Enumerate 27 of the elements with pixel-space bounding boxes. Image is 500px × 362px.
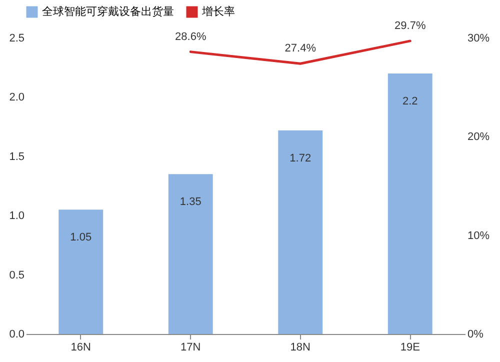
y2-tick-label: 0%: [468, 328, 484, 340]
y-tick-label: 2.5: [9, 32, 24, 44]
bar: [388, 74, 432, 334]
y2-tick-label: 10%: [468, 230, 490, 242]
data-label: 1.35: [180, 196, 202, 208]
bar: [168, 174, 213, 334]
y-tick-label: 0.0: [9, 328, 24, 340]
x-tick-label: 16N: [70, 342, 92, 354]
legend-label: 增长率: [201, 5, 235, 18]
y-tick-label: 1.0: [9, 210, 24, 222]
x-tick-label: 19E: [400, 342, 420, 354]
x-tick-label: 17N: [180, 342, 201, 354]
y-tick-label: 0.5: [9, 269, 24, 282]
data-label: 29.7%: [394, 20, 426, 32]
data-label: 28.6%: [175, 30, 206, 43]
data-label: 1.05: [70, 232, 92, 244]
y-tick-label: 2.0: [9, 92, 24, 104]
data-label: 2.2: [402, 96, 418, 108]
bar: [278, 130, 323, 334]
y2-tick-label: 20%: [468, 131, 490, 144]
x-tick-label: 18N: [290, 342, 311, 354]
bar: [58, 210, 104, 334]
legend-label: 全球智能可穿戴设备出货量: [42, 5, 174, 18]
data-label: 27.4%: [284, 42, 316, 55]
y-tick-label: 1.5: [9, 150, 24, 163]
y2-tick-label: 30%: [468, 32, 490, 44]
data-label: 1.72: [290, 152, 312, 164]
